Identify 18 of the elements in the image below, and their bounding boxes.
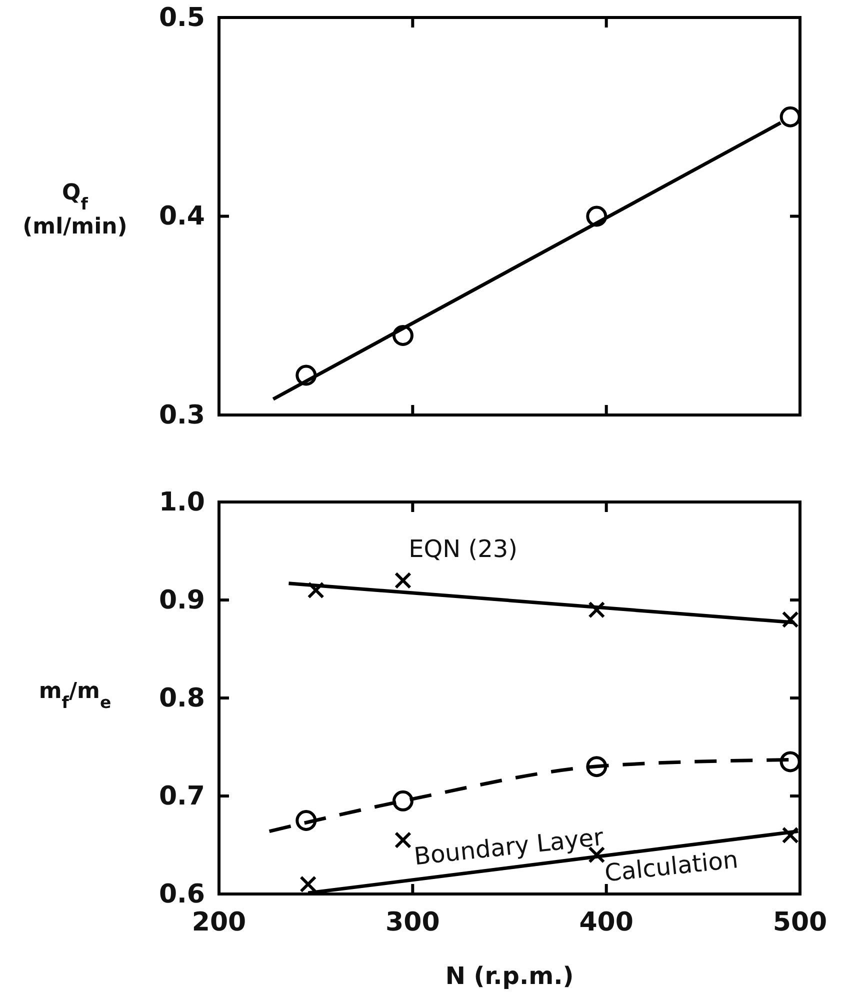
- y-tick-label: 0.6: [158, 879, 205, 910]
- y-tick-label: 0.8: [158, 683, 205, 714]
- x-tick-label: 200: [192, 907, 246, 938]
- y-axis-title: Q$_{f}$ (ml/min): [22, 180, 128, 240]
- y-tick-label: 0.7: [158, 781, 205, 812]
- y-axis-title: m$_{f}$/m$_{e}$: [38, 679, 112, 712]
- y-tick-label: 0.4: [158, 202, 205, 232]
- x-tick-label: 300: [386, 907, 440, 938]
- y-tick-label: 0.5: [158, 2, 205, 33]
- y-tick-label: 0.9: [158, 585, 205, 616]
- y-tick-label: 0.3: [158, 400, 205, 430]
- x-tick-label: 500: [772, 907, 828, 938]
- x-tick-label: 400: [579, 907, 634, 938]
- annotation: Boundary Layer: [412, 822, 605, 871]
- annotation: Calculation: [603, 846, 740, 888]
- y-tick-label: 1.0: [158, 487, 205, 518]
- annotation: EQN (23): [408, 534, 518, 563]
- x-axis-title: N (r.p.m.): [445, 962, 574, 990]
